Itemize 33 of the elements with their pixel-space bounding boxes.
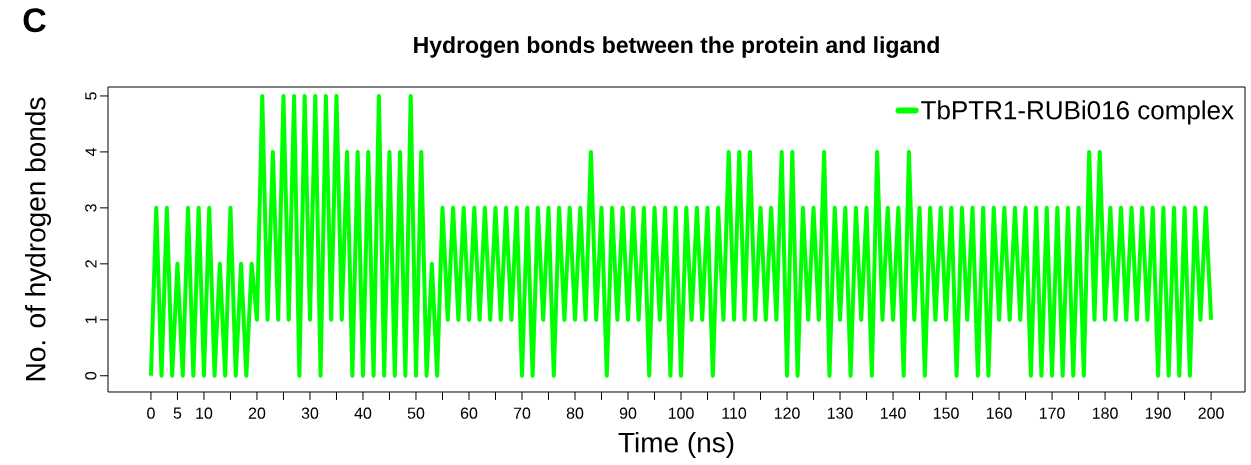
x-tick-label: 70 bbox=[513, 407, 531, 419]
y-tick-label: 1 bbox=[85, 316, 97, 324]
x-tick-label: 190 bbox=[1145, 407, 1171, 419]
x-tick-label: 30 bbox=[301, 407, 319, 419]
x-tick-label: 10 bbox=[196, 407, 213, 419]
text: C bbox=[23, 8, 46, 33]
x-tick-label: 20 bbox=[248, 407, 266, 419]
y-tick-label: 3 bbox=[85, 204, 97, 212]
x-tick-label: 80 bbox=[566, 407, 584, 419]
x-tick-label: 90 bbox=[619, 407, 637, 419]
x-tick-label: 150 bbox=[933, 407, 959, 419]
x-tick-label: 40 bbox=[354, 407, 372, 419]
x-tick-label: 50 bbox=[407, 407, 425, 419]
chart-title: Hydrogen bonds between the protein and ligand bbox=[414, 36, 939, 58]
x-tick-label: 0 bbox=[147, 407, 155, 419]
x-axis-title: Time (ns) bbox=[618, 431, 734, 459]
y-axis-title: No. of hydrogen bonds bbox=[24, 97, 52, 381]
x-tick-label: 170 bbox=[1039, 407, 1065, 419]
x-tick-label: 60 bbox=[460, 407, 478, 419]
x-tick-label: 100 bbox=[668, 407, 694, 419]
x-tick-label: 5 bbox=[173, 407, 182, 419]
y-tick-label: 0 bbox=[85, 371, 97, 380]
x-tick-label: 160 bbox=[986, 407, 1012, 419]
x-tick-label: 110 bbox=[722, 407, 747, 419]
y-tick-label: 4 bbox=[85, 147, 97, 156]
y-tick-label: 2 bbox=[85, 260, 97, 268]
legend-label: TbPTR1-RUBi016 complex bbox=[921, 100, 1234, 125]
x-tick-label: 140 bbox=[880, 407, 906, 419]
y-tick-label: 5 bbox=[85, 92, 97, 100]
x-tick-label: 120 bbox=[774, 407, 800, 419]
x-tick-label: 130 bbox=[827, 407, 853, 419]
x-tick-label: 180 bbox=[1092, 407, 1118, 419]
x-tick-label: 200 bbox=[1198, 407, 1224, 419]
